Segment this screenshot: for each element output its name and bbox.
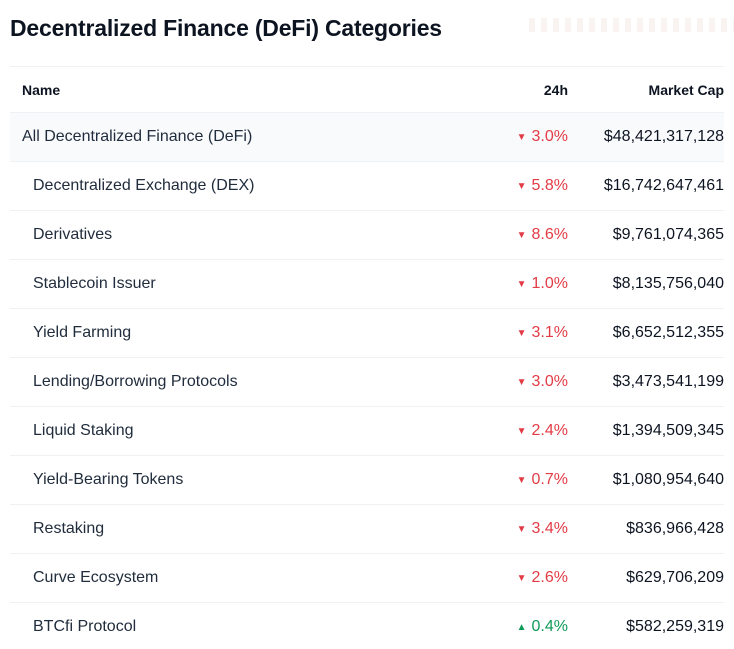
change-direction-icon: ▼ bbox=[516, 524, 527, 535]
table-row[interactable]: Decentralized Exchange (DEX) ▼ 5.8% $16,7… bbox=[10, 162, 724, 211]
change-24h-cell: ▼ 2.4% bbox=[458, 422, 568, 440]
market-cap-value: $6,652,512,355 bbox=[612, 324, 724, 341]
change-direction-icon: ▼ bbox=[516, 573, 527, 584]
category-name[interactable]: Restaking bbox=[33, 520, 105, 537]
table-row[interactable]: Curve Ecosystem ▼ 2.6% $629,706,209 bbox=[10, 554, 724, 603]
category-name[interactable]: Lending/Borrowing Protocols bbox=[33, 373, 238, 390]
table-row[interactable]: Stablecoin Issuer ▼ 1.0% $8,135,756,040 bbox=[10, 260, 724, 309]
table-row[interactable]: Lending/Borrowing Protocols ▼ 3.0% $3,473… bbox=[10, 358, 724, 407]
category-name[interactable]: Liquid Staking bbox=[33, 422, 134, 439]
column-header-market-cap[interactable]: Market Cap bbox=[648, 81, 724, 98]
category-name[interactable]: Stablecoin Issuer bbox=[33, 275, 156, 292]
defi-categories-table: Name 24h Market Cap All Decentralized Fi… bbox=[10, 66, 724, 649]
change-24h-value: 3.1% bbox=[531, 324, 568, 341]
change-24h-value: 3.0% bbox=[531, 373, 568, 390]
table-row[interactable]: BTCfi Protocol ▲ 0.4% $582,259,319 bbox=[10, 603, 724, 649]
column-header-24h[interactable]: 24h bbox=[543, 81, 568, 98]
change-24h-value: 3.4% bbox=[531, 520, 568, 537]
change-direction-icon: ▼ bbox=[516, 475, 527, 486]
change-24h-cell: ▲ 0.4% bbox=[458, 618, 568, 636]
change-24h-cell: ▼ 3.1% bbox=[458, 324, 568, 342]
change-24h-cell: ▼ 1.0% bbox=[458, 275, 568, 293]
market-cap-value: $16,742,647,461 bbox=[603, 177, 724, 194]
change-24h-value: 8.6% bbox=[531, 226, 568, 243]
table-row[interactable]: Restaking ▼ 3.4% $836,966,428 bbox=[10, 505, 724, 554]
change-24h-value: 2.4% bbox=[531, 422, 568, 439]
market-cap-value: $48,421,317,128 bbox=[603, 128, 724, 145]
table-row[interactable]: Yield-Bearing Tokens ▼ 0.7% $1,080,954,64… bbox=[10, 456, 724, 505]
table-row[interactable]: Liquid Staking ▼ 2.4% $1,394,509,345 bbox=[10, 407, 724, 456]
page-title: Decentralized Finance (DeFi) Categories bbox=[10, 15, 442, 41]
table-body: All Decentralized Finance (DeFi) ▼ 3.0% $… bbox=[10, 113, 724, 649]
table-row[interactable]: All Decentralized Finance (DeFi) ▼ 3.0% $… bbox=[10, 113, 724, 162]
change-direction-icon: ▼ bbox=[516, 230, 527, 241]
change-24h-value: 3.0% bbox=[531, 128, 568, 145]
table-row[interactable]: Derivatives ▼ 8.6% $9,761,074,365 bbox=[10, 211, 724, 260]
column-header-name[interactable]: Name bbox=[22, 81, 61, 98]
market-cap-value: $1,080,954,640 bbox=[612, 471, 724, 488]
category-name[interactable]: Curve Ecosystem bbox=[33, 569, 159, 586]
change-24h-value: 1.0% bbox=[531, 275, 568, 292]
category-name[interactable]: Yield Farming bbox=[33, 324, 132, 341]
change-24h-cell: ▼ 8.6% bbox=[458, 226, 568, 244]
market-cap-value: $3,473,541,199 bbox=[612, 373, 724, 390]
category-name[interactable]: Decentralized Exchange (DEX) bbox=[33, 177, 255, 194]
category-name[interactable]: Derivatives bbox=[33, 226, 113, 243]
category-name[interactable]: Yield-Bearing Tokens bbox=[33, 471, 184, 488]
market-cap-value: $629,706,209 bbox=[626, 569, 724, 586]
market-cap-value: $1,394,509,345 bbox=[612, 422, 724, 439]
change-24h-cell: ▼ 3.0% bbox=[458, 128, 568, 146]
change-direction-icon: ▼ bbox=[516, 426, 527, 437]
market-cap-value: $836,966,428 bbox=[626, 520, 724, 537]
market-cap-value: $8,135,756,040 bbox=[612, 275, 724, 292]
change-24h-cell: ▼ 3.0% bbox=[458, 373, 568, 391]
change-direction-icon: ▲ bbox=[516, 622, 527, 633]
change-24h-value: 2.6% bbox=[531, 569, 568, 586]
change-direction-icon: ▼ bbox=[516, 328, 527, 339]
change-24h-value: 0.4% bbox=[531, 618, 568, 635]
change-24h-value: 5.8% bbox=[531, 177, 568, 194]
change-direction-icon: ▼ bbox=[516, 377, 527, 388]
category-name[interactable]: All Decentralized Finance (DeFi) bbox=[22, 128, 253, 145]
change-24h-cell: ▼ 0.7% bbox=[458, 471, 568, 489]
category-name[interactable]: BTCfi Protocol bbox=[33, 618, 137, 635]
table-header-row: Name 24h Market Cap bbox=[10, 66, 724, 113]
change-24h-cell: ▼ 2.6% bbox=[458, 569, 568, 587]
change-24h-value: 0.7% bbox=[531, 471, 568, 488]
market-cap-value: $9,761,074,365 bbox=[612, 226, 724, 243]
change-direction-icon: ▼ bbox=[516, 181, 527, 192]
change-24h-cell: ▼ 5.8% bbox=[458, 177, 568, 195]
change-24h-cell: ▼ 3.4% bbox=[458, 520, 568, 538]
change-direction-icon: ▼ bbox=[516, 279, 527, 290]
table-row[interactable]: Yield Farming ▼ 3.1% $6,652,512,355 bbox=[10, 309, 724, 358]
change-direction-icon: ▼ bbox=[516, 132, 527, 143]
market-cap-value: $582,259,319 bbox=[626, 618, 724, 635]
